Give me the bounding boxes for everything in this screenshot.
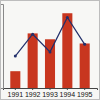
x-tick: 1991 bbox=[8, 88, 24, 98]
bar bbox=[80, 43, 90, 88]
x-tick-mark bbox=[84, 88, 85, 90]
x-tick: 1992 bbox=[25, 88, 41, 98]
x-tick-label: 1992 bbox=[25, 91, 41, 98]
marker bbox=[66, 16, 69, 19]
x-axis-line bbox=[4, 89, 98, 91]
y-axis-line bbox=[1, 5, 4, 89]
x-tick-label: 1995 bbox=[77, 91, 93, 98]
chart: 19911992199319941995 bbox=[0, 0, 100, 100]
plot: 19911992199319941995 bbox=[1, 5, 98, 99]
x-tick-label: 1991 bbox=[8, 91, 24, 98]
x-tick-label: 1994 bbox=[60, 91, 76, 98]
x-tick-label: 1993 bbox=[42, 91, 58, 98]
x-tick: 1993 bbox=[42, 88, 58, 98]
marker bbox=[83, 43, 86, 46]
bar bbox=[28, 33, 38, 88]
marker bbox=[49, 50, 52, 53]
bar-series bbox=[10, 13, 89, 88]
background bbox=[1, 1, 100, 100]
bar bbox=[45, 39, 55, 88]
y-axis bbox=[1, 5, 4, 89]
line-series bbox=[14, 16, 86, 58]
bar bbox=[10, 71, 20, 88]
marker bbox=[14, 55, 17, 58]
x-tick-mark bbox=[67, 88, 68, 90]
marker bbox=[31, 33, 34, 36]
x-tick: 1995 bbox=[77, 88, 93, 98]
x-tick-mark bbox=[50, 88, 51, 90]
line bbox=[15, 17, 84, 56]
marks bbox=[10, 13, 89, 88]
x-tick-mark bbox=[15, 88, 16, 90]
x-axis: 19911992199319941995 bbox=[4, 88, 98, 98]
x-tick-mark bbox=[32, 88, 33, 90]
x-tick: 1994 bbox=[60, 88, 76, 98]
